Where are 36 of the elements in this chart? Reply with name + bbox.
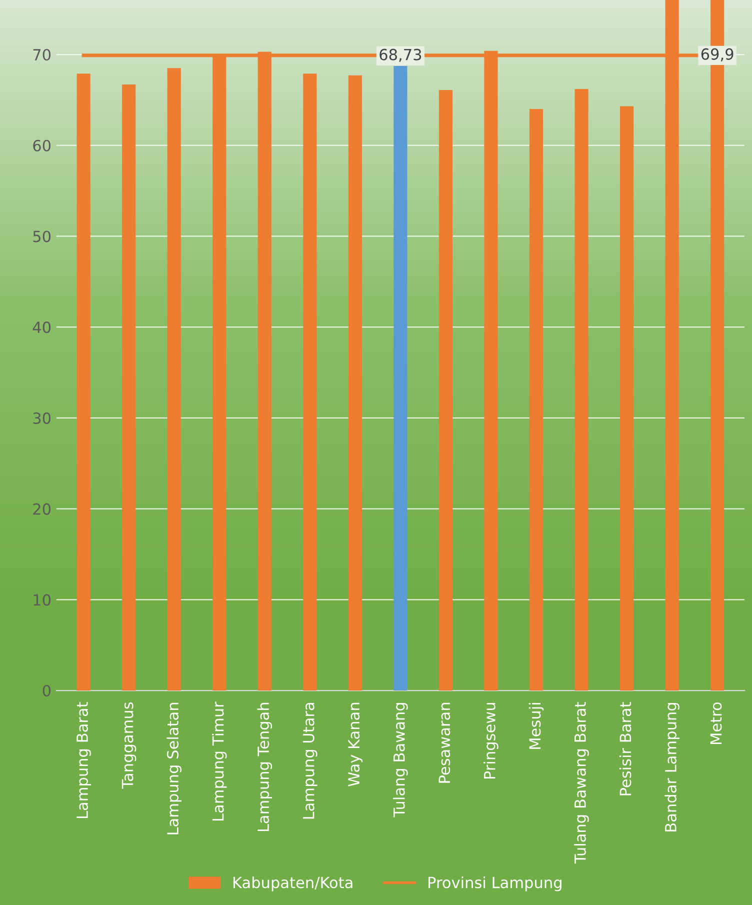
- x-tick-label: Bandar Lampung: [664, 703, 680, 832]
- y-tick-label: 20: [33, 503, 51, 515]
- y-tick-label: 10: [34, 594, 51, 606]
- x-tick-label: Way Kanan: [348, 702, 363, 786]
- bar: [167, 68, 181, 691]
- data-label: 68,73: [380, 48, 422, 62]
- legend-label: Kabupaten/Kota: [233, 876, 352, 892]
- x-tick-label: Tanggamus: [122, 702, 136, 789]
- y-tick-label: 60: [33, 140, 51, 152]
- y-tick-label: 50: [33, 230, 51, 242]
- x-tick-label: Tulang Bawang Barat: [574, 702, 589, 864]
- x-tick-label: Lampung Selatan: [166, 702, 182, 834]
- bar: [348, 75, 362, 691]
- x-tick-label: Tulang Bawang: [393, 703, 408, 818]
- bar: [394, 66, 408, 691]
- y-tick-label: 0: [42, 684, 51, 697]
- x-tick-label: Pesisir Barat: [619, 702, 632, 796]
- bar: [529, 109, 544, 691]
- y-tick-label: 40: [32, 322, 51, 334]
- bar: [303, 74, 317, 691]
- x-tick-label: Lampung Timur: [212, 702, 227, 820]
- x-tick-label: Lampung Tengah: [257, 702, 272, 832]
- bar: [122, 84, 136, 691]
- x-tick-label: Metro: [710, 702, 722, 744]
- x-tick-label: Lampung Barat: [76, 702, 91, 818]
- bar: [438, 90, 452, 691]
- bar: [620, 106, 634, 691]
- x-tick-label: Lampung Utara: [302, 703, 318, 819]
- bar: [76, 74, 90, 691]
- x-tick-label: Pesawaran: [438, 702, 450, 783]
- y-tick-label: 30: [33, 412, 51, 424]
- x-tick-label: Pringsewu: [484, 703, 498, 779]
- bar: [574, 89, 588, 691]
- legend-label: Provinsi Lampung: [428, 876, 562, 892]
- y-tick-label: 70: [33, 48, 51, 61]
- x-tick-label: Mesuji: [528, 703, 544, 749]
